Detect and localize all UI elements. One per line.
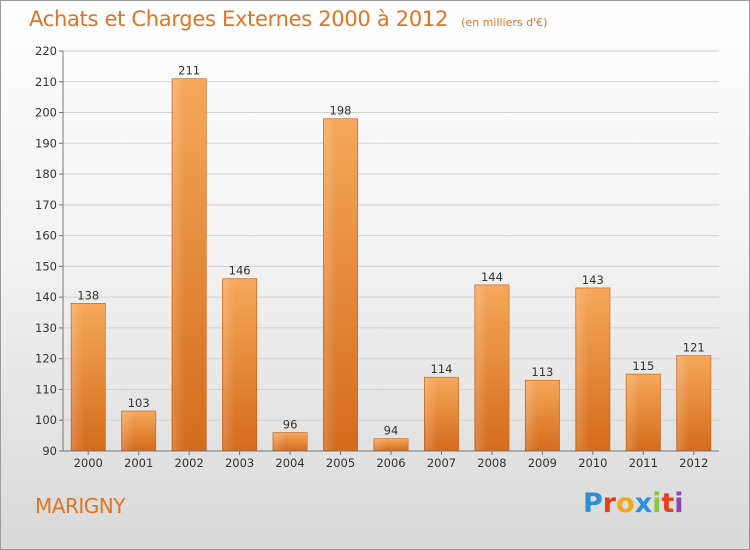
logo-letter: i [652, 488, 662, 519]
bar-highlight [677, 356, 690, 450]
x-tick-label: 2001 [124, 456, 153, 470]
bar-value-label: 103 [128, 396, 150, 410]
x-tick-label: 2008 [477, 456, 506, 470]
bar-highlight [122, 412, 135, 450]
bar-value-label: 143 [582, 273, 604, 287]
bar-value-label: 115 [632, 359, 654, 373]
y-tick-label: 110 [35, 382, 57, 396]
bar-highlight [273, 433, 286, 450]
place-name: MARIGNY [35, 494, 125, 518]
y-tick-label: 100 [35, 413, 57, 427]
bars: 138 103 211 146 96 198 94 114 144 113 143 115 121 [70, 64, 712, 452]
chart-unit: (en milliers d'€) [461, 16, 548, 29]
x-axis: 2000 2001 2002 2003 2004 2005 2006 2007 2008 2009… [63, 450, 719, 470]
bar-highlight [526, 381, 539, 450]
bar-highlight [172, 79, 186, 450]
y-tick-label: 200 [35, 106, 57, 120]
grid-lines [63, 50, 719, 452]
bar-highlight [374, 439, 387, 450]
chart-title: Achats et Charges Externes 2000 à 2012 [29, 7, 449, 31]
x-tick-label: 2000 [74, 456, 103, 470]
x-tick-label: 2004 [275, 456, 304, 470]
y-tick-label: 90 [42, 444, 57, 458]
y-tick-label: 180 [35, 167, 57, 181]
bar-highlight [324, 119, 337, 450]
bar-value-label: 144 [481, 270, 503, 284]
bar-value-label: 94 [384, 424, 399, 438]
y-tick-label: 220 [35, 44, 57, 58]
y-tick-label: 150 [35, 259, 57, 273]
bar-value-label: 146 [229, 264, 251, 278]
bar-highlight [223, 279, 236, 450]
logo-letter: i [674, 488, 684, 519]
y-axis: 90 100 110 120 130 140 150 160 170 180 190 200 210 22… [35, 44, 64, 458]
bar-value-label: 121 [683, 341, 705, 355]
bar-value-label: 113 [531, 365, 553, 379]
bar-highlight [475, 285, 488, 450]
y-tick-label: 130 [35, 321, 57, 335]
logo-letter: x [634, 488, 653, 519]
y-tick-label: 170 [35, 198, 57, 212]
bar-value-label: 96 [283, 418, 298, 432]
y-tick-label: 160 [35, 229, 57, 243]
x-tick-label: 2012 [679, 456, 708, 470]
bar-highlight [627, 375, 640, 450]
chart-header: Achats et Charges Externes 2000 à 2012 (… [29, 7, 547, 31]
x-tick-label: 2003 [225, 456, 254, 470]
bar-highlight [425, 378, 438, 450]
x-tick-label: 2007 [427, 456, 456, 470]
y-tick-label: 140 [35, 290, 57, 304]
bar-highlight [72, 304, 85, 450]
y-tick-label: 120 [35, 352, 57, 366]
bar-value-label: 114 [430, 362, 452, 376]
logo-letter: t [661, 488, 675, 519]
bar-value-label: 198 [330, 104, 352, 118]
x-tick-label: 2010 [578, 456, 607, 470]
x-tick-label: 2009 [528, 456, 557, 470]
logo-letter: o [616, 488, 635, 519]
x-tick-label: 2011 [629, 456, 658, 470]
x-tick-label: 2006 [376, 456, 405, 470]
y-tick-label: 190 [35, 136, 57, 150]
bar-highlight [576, 288, 589, 450]
bar-value-label: 211 [178, 64, 200, 78]
logo-letter: r [602, 488, 617, 519]
logo-letter: P [583, 488, 603, 519]
proxiti-logo: Proxiti [583, 488, 684, 519]
bar-value-label: 138 [77, 288, 99, 302]
x-tick-label: 2005 [326, 456, 355, 470]
x-tick-label: 2002 [175, 456, 204, 470]
y-tick-label: 210 [35, 75, 57, 89]
